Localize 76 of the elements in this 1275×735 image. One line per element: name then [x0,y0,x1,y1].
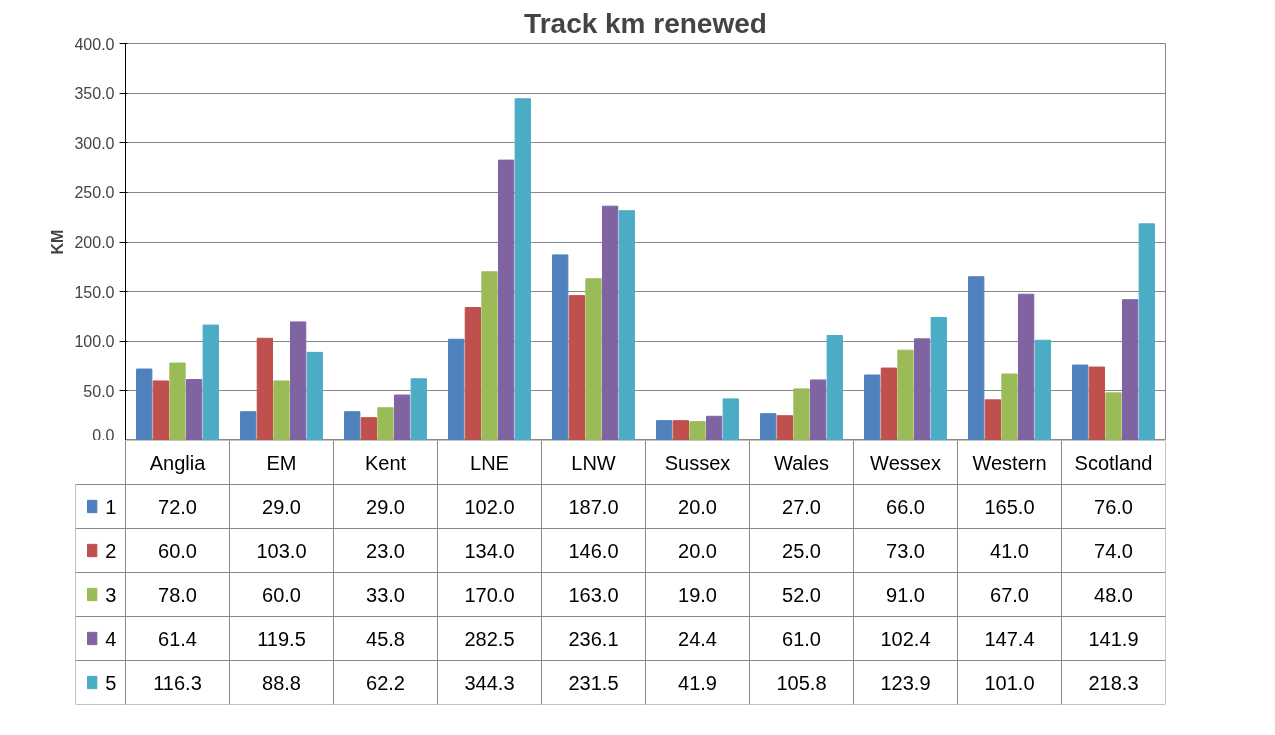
data-label: 41.0 [990,539,1029,562]
legend-label: 1 [105,495,117,518]
data-label: 344.3 [464,671,515,694]
data-label: 88.8 [262,671,301,694]
data-label: 60.0 [262,583,301,606]
y-axis-title: KM [49,229,67,255]
data-label: 29.0 [366,495,405,518]
y-tick-label: 250.0 [74,184,115,202]
data-label: 66.0 [886,495,925,518]
data-label: 19.0 [678,583,717,606]
data-label: 146.0 [568,539,619,562]
x-tick-label: Anglia [149,451,207,474]
data-label: 20.0 [678,539,717,562]
data-label: 72.0 [158,495,197,518]
data-label: 73.0 [886,539,925,562]
y-tick-label: 100.0 [74,333,115,351]
data-label: 119.5 [257,627,306,650]
data-label: 123.9 [880,671,931,694]
x-tick-label: LNW [571,451,616,474]
data-label: 101.0 [984,671,1035,694]
x-tick-label: LNE [470,451,509,474]
data-label: 76.0 [1094,495,1133,518]
data-label: 62.2 [366,671,405,694]
legend-label: 5 [105,671,117,694]
x-tick-label: EM [266,451,297,474]
x-tick-label: Scotland [1074,451,1153,474]
legend-label: 2 [105,539,117,562]
data-label: 236.1 [568,627,619,650]
data-label: 20.0 [678,495,717,518]
data-label: 218.3 [1088,671,1139,694]
x-tick-label: Sussex [664,451,731,474]
data-label: 78.0 [158,583,197,606]
data-label: 61.0 [782,627,821,650]
legend-label: 3 [105,583,117,606]
x-tick-label: Wales [774,451,829,474]
y-tick-label: 350.0 [74,85,115,103]
data-label: 45.8 [366,627,405,650]
x-tick-label: Western [972,451,1047,474]
y-tick-label: 150.0 [74,283,115,301]
data-label: 116.3 [153,671,202,694]
data-label: 102.0 [464,495,515,518]
data-label: 74.0 [1094,539,1133,562]
data-label: 29.0 [262,495,301,518]
data-label: 103.0 [256,539,307,562]
data-label: 231.5 [568,671,619,694]
data-label: 165.0 [984,495,1035,518]
y-tick-label: 50.0 [83,382,115,400]
data-label: 41.9 [678,671,717,694]
chart-title: Track km renewed [524,7,767,39]
data-label: 52.0 [782,583,821,606]
data-label: 23.0 [366,539,405,562]
data-label: 134.0 [464,539,515,562]
y-tick-label: 400.0 [74,35,115,53]
x-tick-label: Kent [364,451,407,474]
data-label: 27.0 [782,495,821,518]
data-label: 60.0 [158,539,197,562]
data-label: 163.0 [568,583,619,606]
data-label: 24.4 [678,627,717,650]
y-tick-label: 300.0 [74,134,115,152]
data-label: 25.0 [782,539,821,562]
x-tick-label: Wessex [870,451,941,474]
data-label: 48.0 [1094,583,1133,606]
y-tick-label: 200.0 [74,234,115,251]
legend-label: 4 [105,627,117,650]
data-label: 91.0 [886,583,925,606]
data-label: 33.0 [366,583,405,606]
data-label: 67.0 [990,583,1029,606]
data-label: 105.8 [776,671,827,694]
data-label: 102.4 [880,627,931,650]
data-label: 187.0 [568,495,619,518]
data-label: 282.5 [464,627,515,650]
y-tick-label: 0.0 [92,426,115,444]
data-label: 147.4 [984,627,1035,650]
data-label: 61.4 [158,627,197,650]
data-label: 141.9 [1088,627,1139,650]
data-label: 170.0 [464,583,515,606]
